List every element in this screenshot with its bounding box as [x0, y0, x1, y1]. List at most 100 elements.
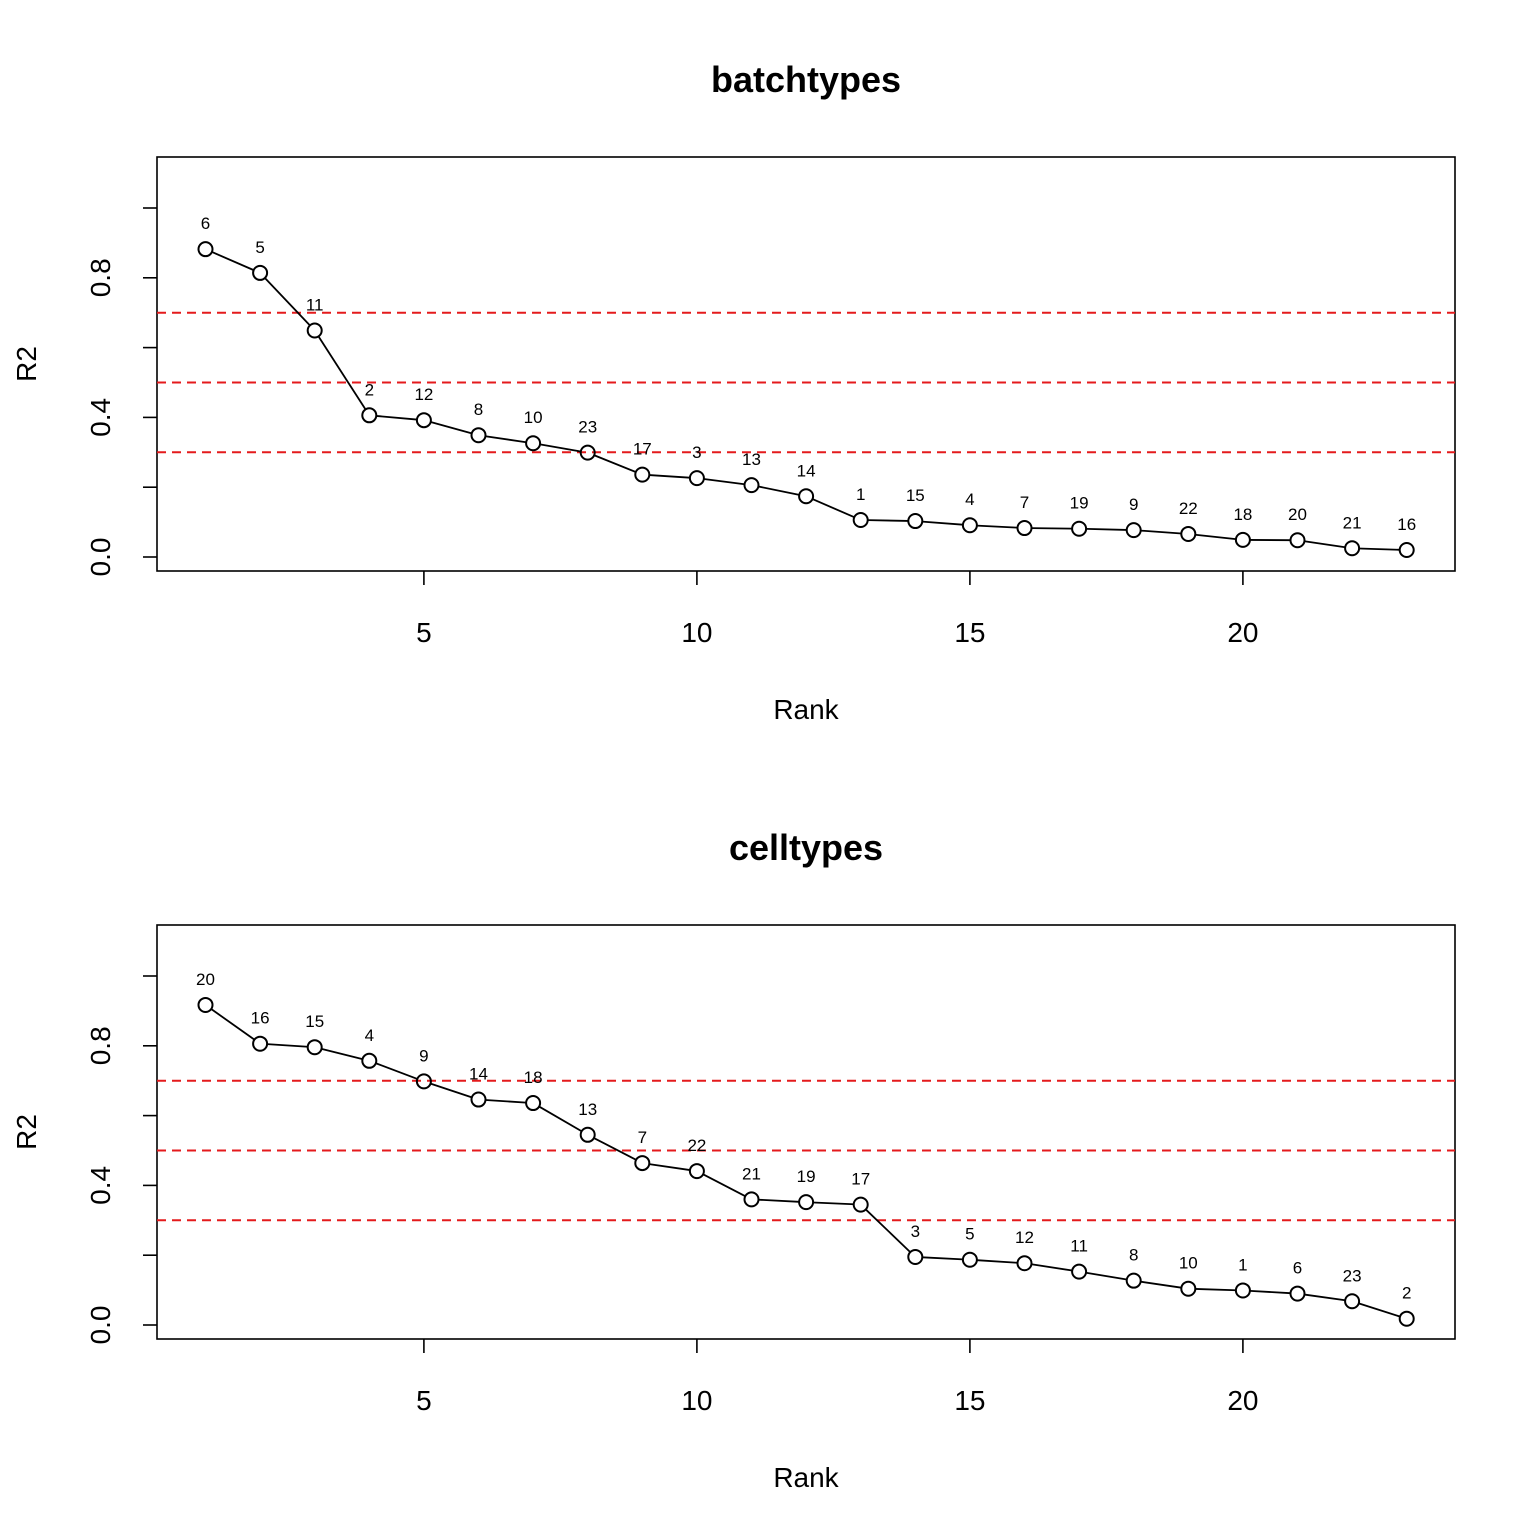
data-point-label: 3 — [911, 1222, 920, 1241]
series-line-segment — [922, 520, 963, 526]
series-line-segment — [702, 1173, 746, 1197]
data-point-label: 19 — [797, 1167, 816, 1186]
data-point-label: 1 — [1238, 1255, 1247, 1274]
data-point-label: 2 — [1402, 1284, 1411, 1303]
series-line-segment — [867, 519, 909, 522]
series-line-segment — [1249, 1289, 1291, 1295]
data-point-label: 9 — [1129, 495, 1138, 514]
plot-frame — [156, 924, 1456, 1340]
series-line-segment — [1195, 1288, 1236, 1292]
data-point — [688, 470, 705, 487]
series-line-segment — [1358, 1302, 1401, 1318]
data-point — [470, 427, 487, 444]
data-point — [306, 1039, 323, 1056]
series-line-segment — [485, 435, 527, 444]
data-point — [525, 435, 542, 452]
data-point-label: 6 — [201, 214, 210, 233]
data-point — [634, 1155, 651, 1172]
series-line-segment — [758, 485, 800, 496]
data-point — [306, 322, 323, 339]
data-point — [798, 1194, 815, 1211]
series-line-segment — [1085, 1271, 1127, 1281]
y-tick-label: 0.4 — [85, 398, 116, 437]
data-point-label: 19 — [1070, 494, 1089, 513]
data-point — [1344, 1293, 1361, 1310]
data-point-label: 8 — [474, 400, 483, 419]
series-line-segment — [813, 1201, 854, 1206]
series-line-segment — [375, 1062, 418, 1080]
data-point-label: 9 — [419, 1046, 428, 1065]
series-line-segment — [210, 1008, 255, 1041]
series-line-segment — [593, 1137, 637, 1161]
series-line-segment — [758, 1198, 800, 1203]
y-axis-label: R2 — [11, 1114, 42, 1150]
series-line-segment — [539, 443, 581, 453]
x-tick-label: 15 — [954, 617, 985, 648]
plot-frame — [156, 156, 1456, 572]
data-point-label: 23 — [578, 418, 597, 437]
data-point — [197, 996, 214, 1013]
series-line-segment — [430, 421, 472, 435]
data-point-label: 7 — [638, 1128, 647, 1147]
series-line-segment — [1304, 540, 1346, 549]
reference-lines — [157, 1079, 1455, 1222]
data-point-label: 20 — [196, 970, 215, 989]
series-line-segment — [1140, 1280, 1182, 1289]
data-point-label: 12 — [1015, 1228, 1034, 1247]
series-line-segment — [703, 478, 745, 486]
data-point — [1289, 1285, 1306, 1302]
data-point-label: 18 — [1233, 505, 1252, 524]
data-point-label: 10 — [1179, 1254, 1198, 1273]
data-point-label: 23 — [1343, 1266, 1362, 1285]
series-line-segment — [485, 1099, 527, 1104]
series-line-segment — [211, 251, 255, 271]
data-point-label: 5 — [965, 1225, 974, 1244]
chart-title: batchtypes — [711, 59, 901, 100]
data-point — [197, 241, 214, 258]
x-tick-label: 20 — [1227, 617, 1258, 648]
data-point — [1016, 1255, 1033, 1272]
data-point — [1289, 532, 1306, 549]
series-line-segment — [1140, 529, 1182, 535]
data-point-label: 18 — [524, 1068, 543, 1087]
series-line-segment — [649, 1163, 691, 1171]
data-point-label: 10 — [524, 408, 543, 427]
data-point — [743, 1191, 760, 1208]
data-point — [470, 1091, 487, 1108]
data-point-label: 21 — [742, 1164, 761, 1183]
series-line-segment — [1031, 1263, 1073, 1272]
series-line-segment — [593, 454, 637, 473]
data-point-label: 3 — [692, 443, 701, 462]
data-point-label: 7 — [1020, 493, 1029, 512]
series-line-segment — [1359, 547, 1400, 551]
x-tick-label: 5 — [416, 617, 432, 648]
x-tick-label: 20 — [1227, 1385, 1258, 1416]
data-point — [415, 412, 432, 429]
y-tick-label: 0.0 — [85, 538, 116, 577]
data-point — [798, 488, 815, 505]
x-axis-label: Rank — [773, 694, 839, 725]
data-point-label: 16 — [251, 1009, 270, 1028]
series-line-segment — [430, 1082, 473, 1099]
data-point — [1071, 520, 1088, 537]
series-line-segment — [1195, 533, 1237, 541]
y-tick-label: 0.8 — [85, 258, 116, 297]
data-point-label: 22 — [687, 1136, 706, 1155]
data-point-label: 15 — [305, 1012, 324, 1031]
data-point-label: 22 — [1179, 499, 1198, 518]
chart-title: celltypes — [729, 827, 883, 868]
axes: 5 10 15 200.00.40.8 — [85, 975, 1258, 1416]
x-tick-label: 5 — [416, 1385, 432, 1416]
data-point-label: 14 — [797, 461, 816, 480]
reference-lines — [157, 311, 1455, 454]
data-point — [1125, 1272, 1142, 1289]
data-point-label: 16 — [1397, 515, 1416, 534]
series-line-segment — [922, 1256, 963, 1261]
y-tick-label: 0.0 — [85, 1306, 116, 1345]
panel-batchtypes: batchtypes Rank R2 5 10 15 200.00.40.8 6511… — [11, 59, 1456, 725]
data-point — [1234, 531, 1251, 548]
x-axis-label: Rank — [773, 1462, 839, 1493]
data-point — [579, 444, 596, 461]
data-point — [1125, 522, 1142, 539]
data-point — [907, 1248, 924, 1265]
